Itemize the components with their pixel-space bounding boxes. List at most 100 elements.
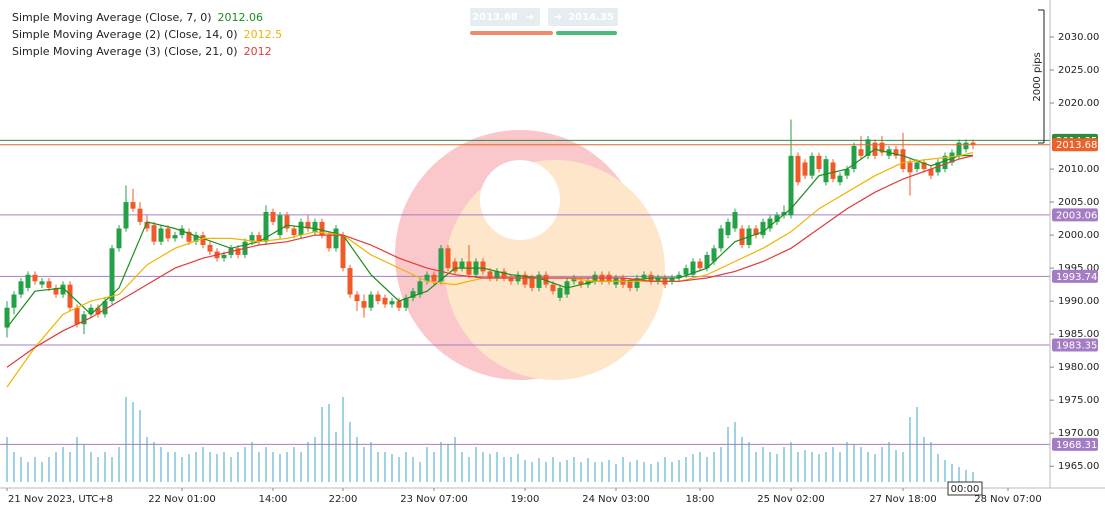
candle-body: [963, 142, 969, 150]
candle-body: [319, 221, 325, 236]
candle-body: [522, 274, 528, 285]
buy-arrow: ➜: [554, 12, 562, 23]
candle-body: [46, 281, 52, 288]
x-tick-label: 14:00: [259, 494, 288, 505]
candle-body: [641, 274, 647, 279]
candle-body: [207, 244, 213, 252]
candle-body: [634, 278, 640, 288]
candle-body: [375, 294, 381, 302]
candle-body: [53, 287, 59, 295]
candle-body: [844, 169, 850, 176]
y-tick-label: 2030.00: [1058, 32, 1099, 43]
sell-bar: [470, 31, 553, 35]
candle-body: [123, 202, 129, 229]
candle-body: [144, 221, 150, 229]
candle-body: [690, 261, 696, 275]
x-tick-label: 25 Nov 02:00: [757, 494, 824, 505]
price-tag-label: 1983.35: [1056, 341, 1097, 352]
candle-body: [326, 235, 332, 249]
candle-body: [179, 228, 185, 236]
candle-body: [753, 228, 759, 236]
price-tag: [1052, 269, 1098, 283]
candle-body: [900, 149, 906, 170]
buy-bar: [556, 31, 617, 35]
candle-body: [655, 278, 661, 282]
x-tick-label: 21 Nov 2023, UTC+8: [8, 494, 113, 505]
candle-body: [158, 228, 164, 242]
candle-body: [669, 278, 675, 282]
candle-body: [424, 274, 430, 282]
legend-value: 2012.06: [218, 11, 264, 24]
price-tag: [1052, 338, 1098, 352]
candle-body: [452, 261, 458, 272]
candle-body: [25, 274, 31, 288]
axes: 1965.00 1970.00 1975.00 1980.00 1985.00 1990.…: [6, 32, 1099, 505]
candle-body: [354, 294, 360, 302]
price-tag-label: 2013.68: [1056, 140, 1097, 151]
price-tag-label: 1993.74: [1056, 272, 1097, 283]
candle-body: [893, 149, 899, 156]
candle-body: [928, 169, 934, 176]
candle-body: [774, 215, 780, 222]
candle-body: [186, 231, 192, 242]
legend-label: Simple Moving Average (2) (Close, 14, 0): [12, 28, 238, 41]
candle-body: [396, 301, 402, 308]
candle-body: [102, 301, 108, 315]
candle-body: [67, 284, 73, 308]
candle-body: [151, 225, 157, 242]
candle-body: [921, 162, 927, 170]
price-tag: [1052, 138, 1098, 152]
candle-body: [571, 278, 577, 282]
candle-body: [95, 307, 101, 315]
sell-button[interactable]: [470, 8, 540, 26]
candle-body: [445, 248, 451, 269]
trade-buttons: 2013.68 ➜ ➜ 2014.35: [470, 8, 618, 35]
y-tick-label: 1965.00: [1058, 461, 1099, 472]
crosshair-box: [947, 481, 983, 496]
y-tick-label: 2020.00: [1058, 98, 1099, 109]
candle-body: [487, 271, 493, 279]
candle-body: [88, 307, 94, 315]
candle-body: [263, 211, 269, 242]
sma-line: [6, 155, 974, 368]
y-tick-label: 2000.00: [1058, 230, 1099, 241]
candle-body: [74, 307, 80, 325]
candle-body: [718, 228, 724, 249]
candle-body: [165, 228, 171, 239]
candle-body: [809, 155, 815, 176]
x-tick-label: 28 Nov 07:00: [974, 494, 1041, 505]
candle-body: [676, 274, 682, 279]
candle-body: [802, 162, 808, 176]
candle-body: [956, 142, 962, 156]
candle-body: [494, 271, 500, 279]
buy-button[interactable]: [548, 8, 618, 26]
candle-body: [725, 221, 731, 236]
candle-body: [270, 211, 276, 222]
candle-body: [914, 162, 920, 170]
x-tick-label: 22 Nov 01:00: [148, 494, 215, 505]
price-tag-label: 1968.31: [1056, 440, 1097, 451]
price-tag: [1052, 437, 1098, 451]
y-tick-label: 1995.00: [1058, 263, 1099, 274]
candle-body: [760, 221, 766, 236]
sma-line: [6, 148, 974, 328]
legend-value: 2012.5: [244, 28, 283, 41]
candle-body: [4, 307, 10, 328]
plot: [0, 119, 1050, 482]
y-tick-label: 1985.00: [1058, 329, 1099, 340]
candle-body: [788, 155, 794, 216]
candle-body: [333, 228, 339, 249]
candle-body: [389, 301, 395, 305]
legend: Simple Moving Average (Close, 7, 0) 2012.…: [12, 11, 282, 58]
candle-body: [865, 139, 871, 156]
candle-body: [970, 142, 976, 145]
candle-body: [249, 235, 255, 242]
candle-body: [704, 254, 710, 269]
candle-body: [193, 235, 199, 242]
measure-label: 2000 pips: [1032, 52, 1043, 101]
measure: 2000 pips: [1032, 9, 1045, 144]
candle-body: [711, 248, 717, 262]
candle-body: [739, 228, 745, 245]
candle-body: [431, 274, 437, 282]
